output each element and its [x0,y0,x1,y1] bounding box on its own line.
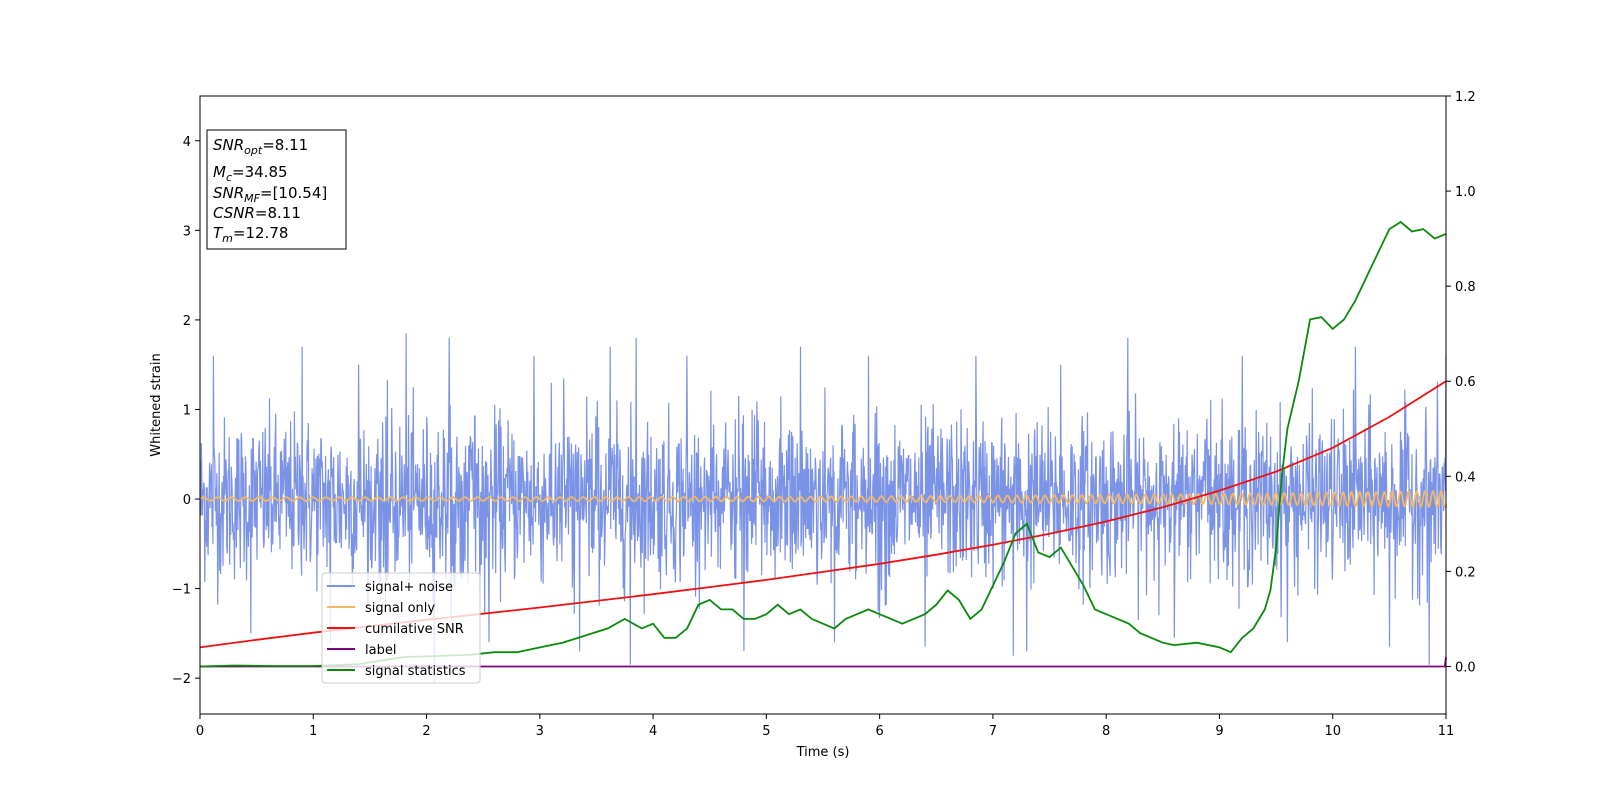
y-axis-left: −2 −1 0 1 2 3 4 [172,135,200,687]
x-axis: 0 1 2 3 4 5 6 7 8 9 10 11 [196,714,1454,739]
x-tick-label: 9 [1215,724,1223,739]
x-tick-label: 6 [875,724,883,739]
legend-label: signal statistics [365,664,466,679]
x-axis-label: Time (s) [796,745,850,760]
x-tick-label: 4 [649,724,657,739]
series-line-signal-statistics [199,220,1447,668]
x-tick-label: 3 [536,724,544,739]
series-line-signal-noise [199,333,1447,683]
y-axis-label: Whitened strain [149,353,164,456]
y2-tick-label: 0.8 [1455,280,1476,295]
x-tick-label: 11 [1438,724,1455,739]
legend: signal+ noise signal only cumilative SNR la… [321,572,481,684]
x-tick-label: 8 [1102,724,1110,739]
info-box: SNRopt=8.11 Mc=34.85SNRMF=[10.54]CSNR=8.1… [206,129,347,250]
info-line: CSNR=8.11 [213,204,301,222]
x-tick-label: 0 [196,724,204,739]
series-line-signal-only [199,489,1447,509]
legend-label: label [365,643,396,658]
info-line: SNRopt=8.11 [213,136,308,157]
axes-frame [199,95,1447,715]
x-tick-label: 2 [422,724,430,739]
y-tick-label: 0 [183,493,191,508]
y-tick-label: −1 [172,583,191,598]
x-tick-label: 10 [1324,724,1341,739]
legend-label: cumilative SNR [365,622,464,637]
y2-tick-label: 1.2 [1455,90,1476,105]
y-tick-label: 4 [183,135,191,150]
info-box-frame [206,129,347,250]
y-tick-label: 1 [183,403,191,418]
y2-tick-label: 0.0 [1455,660,1476,675]
y2-tick-label: 0.2 [1455,565,1476,580]
y-tick-label: 2 [183,314,191,329]
info-line: Tm=12.78 [213,224,288,245]
y2-tick-label: 0.4 [1455,470,1476,485]
y-tick-label: 3 [183,224,191,239]
y-axis-right: 0.0 0.2 0.4 0.6 0.8 1.0 1.2 [1446,90,1476,675]
x-tick-label: 7 [989,724,997,739]
info-line: Mc=34.85 [213,163,288,184]
legend-label: signal+ noise [365,580,453,595]
y2-tick-label: 0.6 [1455,375,1476,390]
info-line: SNRMF=[10.54] [213,184,327,205]
y2-tick-label: 1.0 [1455,185,1476,200]
x-tick-label: 5 [762,724,770,739]
legend-frame [321,572,481,684]
x-tick-label: 1 [309,724,317,739]
legend-label: signal only [365,601,435,616]
y-tick-label: −2 [172,672,191,687]
